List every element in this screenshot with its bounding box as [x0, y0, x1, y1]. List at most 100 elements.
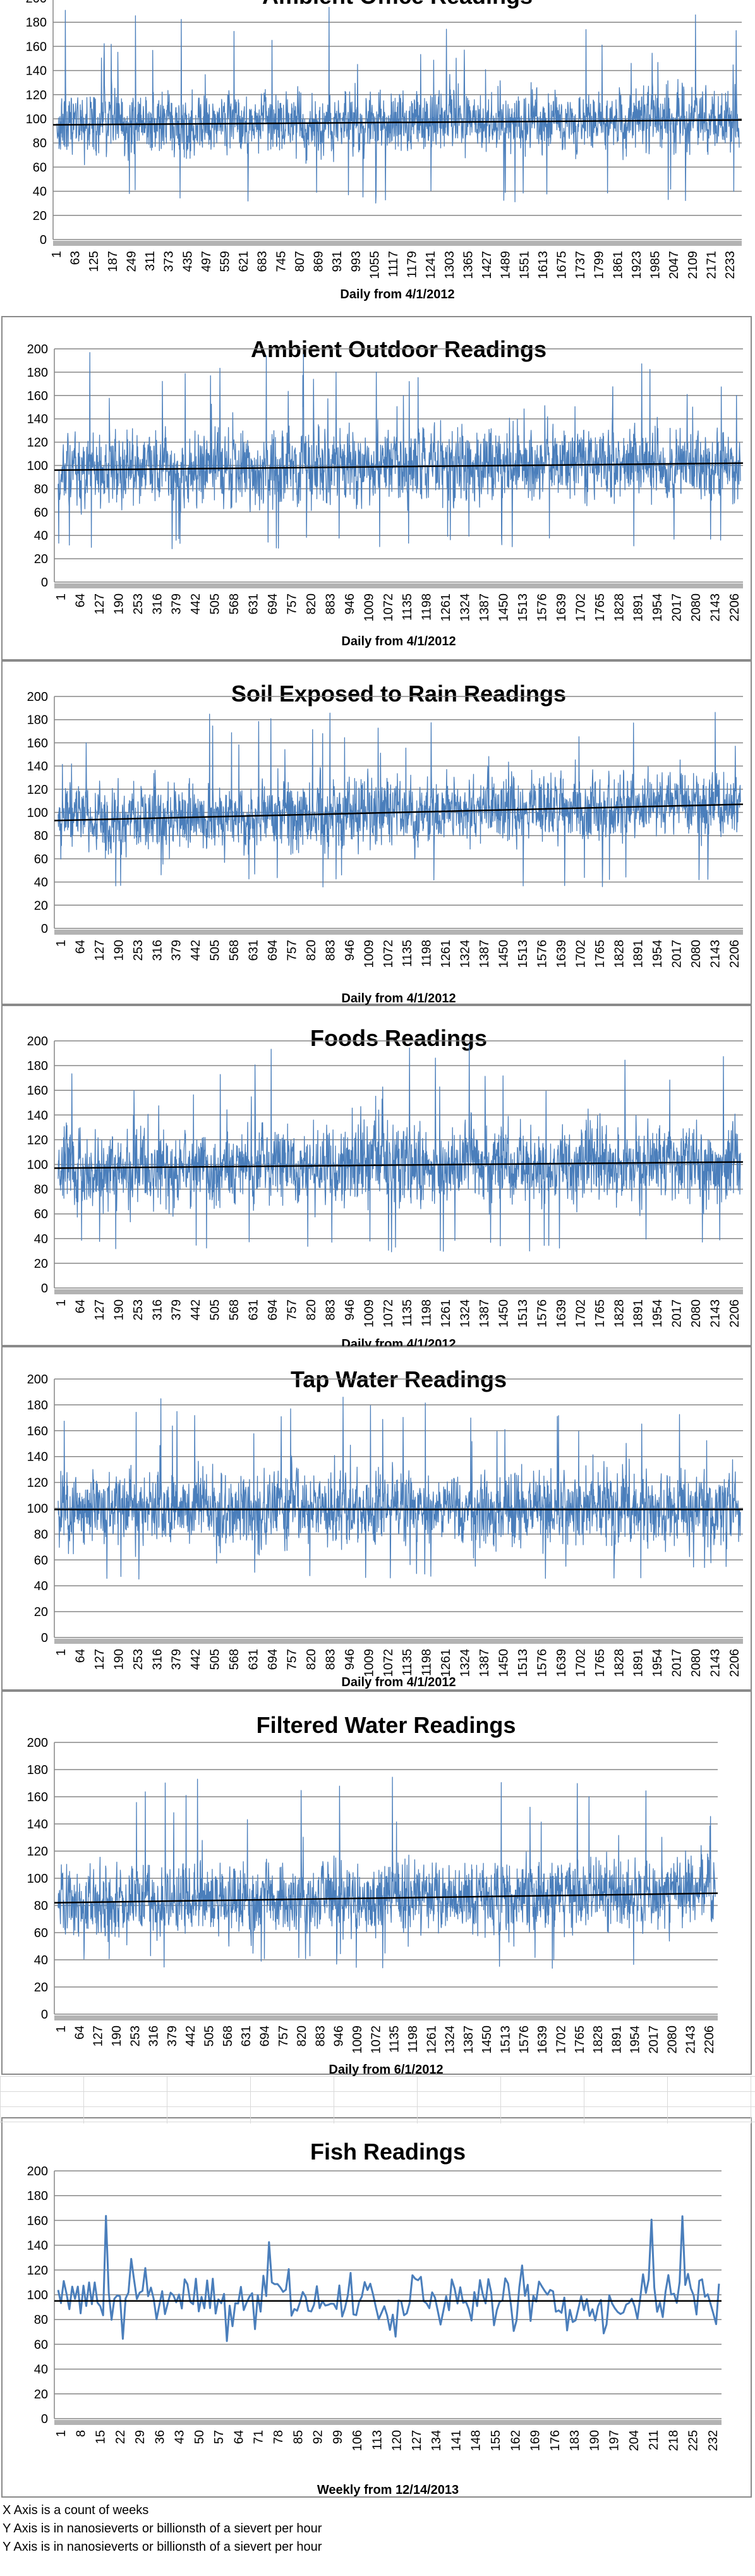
y-tick-label: 180	[27, 2189, 48, 2203]
x-tick-label: 1	[54, 2430, 68, 2437]
x-tick-label: 190	[112, 940, 126, 961]
x-tick-label: 211	[647, 2430, 661, 2450]
x-tick-label: 2017	[670, 1649, 684, 1677]
x-tick-label: 134	[430, 2430, 444, 2451]
x-tick-label: 820	[305, 1649, 318, 1670]
x-tick-label: 1055	[368, 251, 382, 279]
x-tick-label: 1009	[362, 1299, 376, 1328]
y-tick-label: 40	[34, 2363, 48, 2377]
y-tick-label: 40	[34, 1232, 48, 1246]
x-tick-label: 1702	[574, 1649, 588, 1677]
x-tick-label: 757	[285, 940, 299, 961]
x-tick-label: 946	[332, 2026, 346, 2046]
note-y-axis-repeat: Y Axis is in nanosieverts or billionsth …	[3, 2540, 322, 2554]
series-line	[57, 712, 741, 888]
x-tick-label: 1954	[651, 1649, 665, 1677]
x-tick-label: 1513	[516, 940, 530, 968]
x-tick-label: 807	[293, 251, 307, 272]
x-tick-label: 820	[305, 593, 318, 614]
x-tick-label: 64	[73, 1649, 87, 1663]
x-tick-label: 1135	[388, 2026, 402, 2053]
x-tick-label: 1072	[382, 940, 396, 968]
x-tick-label: 1	[54, 593, 68, 600]
x-tick-label: 1198	[420, 940, 434, 967]
x-tick-label: 568	[221, 2026, 235, 2046]
y-tick-label: 100	[27, 1872, 48, 1886]
x-tick-label: 568	[227, 940, 241, 961]
x-tick-label: 1765	[593, 593, 607, 622]
x-tick-label: 1639	[555, 1649, 569, 1677]
x-tick-label: 869	[312, 251, 326, 272]
x-tick-label: 745	[274, 251, 288, 272]
x-tick-label: 2206	[728, 1299, 742, 1328]
x-tick-label: 379	[166, 2026, 179, 2046]
x-tick-label: 379	[170, 593, 184, 614]
chart-title: Soil Exposed to Rain Readings	[231, 681, 566, 707]
x-tick-label: 820	[295, 2026, 309, 2046]
chart-title: Filtered Water Readings	[257, 1712, 516, 1738]
x-tick-label: 1799	[593, 251, 607, 279]
chart-svg: Ambient Office Readings02040608010012014…	[26, 0, 742, 301]
y-tick-label: 180	[27, 1059, 48, 1073]
x-tick-label: 1891	[610, 2026, 624, 2054]
x-tick-label: 1954	[651, 593, 665, 622]
x-tick-label: 155	[489, 2430, 503, 2451]
x-tick-label: 64	[73, 940, 87, 954]
x-tick-label: 1198	[420, 1299, 434, 1327]
x-tick-label: 379	[170, 1299, 184, 1320]
chart-panel-1: Ambient Office Readings02040608010012014…	[1, 0, 752, 316]
x-tick-label: 1	[54, 940, 68, 947]
x-tick-label: 1576	[535, 1299, 549, 1328]
x-tick-label: 505	[208, 1649, 222, 1670]
x-tick-label: 253	[131, 593, 145, 614]
x-tick-label: 883	[323, 593, 337, 614]
x-tick-label: 621	[237, 251, 251, 272]
x-tick-label: 64	[73, 593, 87, 607]
y-tick-label: 120	[27, 436, 48, 450]
x-tick-label: 1702	[574, 593, 588, 622]
x-tick-label: 568	[227, 593, 241, 614]
chart-svg: Soil Exposed to Rain Readings 0 20 40 60 80 10…	[27, 681, 744, 1005]
x-axis-line	[53, 241, 742, 246]
x-tick-label: 1324	[444, 2026, 457, 2054]
x-tick-label: 2017	[670, 940, 684, 968]
y-tick-label: 200	[27, 343, 48, 356]
y-tick-label: 200	[27, 1373, 48, 1387]
x-tick-label: 1198	[420, 593, 434, 621]
x-axis-line	[54, 1639, 743, 1644]
x-tick-label: 1576	[517, 2026, 531, 2054]
x-tick-label: 568	[227, 1649, 241, 1670]
x-tick-label: 8	[74, 2430, 88, 2437]
x-tick-label: 127	[93, 1299, 107, 1320]
x-tick-label: 1261	[425, 2026, 438, 2054]
x-tick-label: 2206	[728, 940, 742, 968]
x-tick-label: 92	[311, 2430, 325, 2444]
y-tick-label: 180	[27, 1399, 48, 1413]
x-tick-label: 1303	[443, 251, 457, 279]
x-tick-label: 169	[529, 2430, 543, 2451]
x-tick-label: 1923	[630, 251, 644, 279]
y-tick-label: 20	[34, 552, 48, 566]
x-tick-label: 1072	[369, 2026, 383, 2054]
x-tick-label: 2143	[709, 940, 723, 968]
trend-line	[54, 1161, 744, 1169]
x-tick-label: 1576	[535, 593, 549, 622]
x-tick-label: 2206	[703, 2026, 716, 2054]
x-tick-label: 757	[285, 593, 299, 614]
x-tick-label: 64	[73, 2026, 87, 2039]
series-line	[57, 1397, 741, 1580]
x-tick-label: 204	[627, 2430, 641, 2451]
x-tick-label: 183	[568, 2430, 582, 2451]
x-tick-label: 2109	[686, 251, 700, 279]
x-tick-label: 442	[184, 2026, 198, 2046]
x-tick-label: 2143	[709, 593, 723, 622]
x-tick-label: 1891	[632, 593, 646, 622]
y-tick-label: 80	[34, 1899, 48, 1913]
y-tick-label: 140	[26, 64, 47, 78]
x-tick-label: 78	[272, 2430, 286, 2444]
x-tick-label: 2206	[728, 1649, 742, 1677]
x-tick-label: 2080	[689, 940, 703, 968]
x-axis-line	[54, 930, 743, 935]
x-tick-label: 1828	[591, 2026, 605, 2054]
x-tick-label: 559	[219, 251, 233, 272]
